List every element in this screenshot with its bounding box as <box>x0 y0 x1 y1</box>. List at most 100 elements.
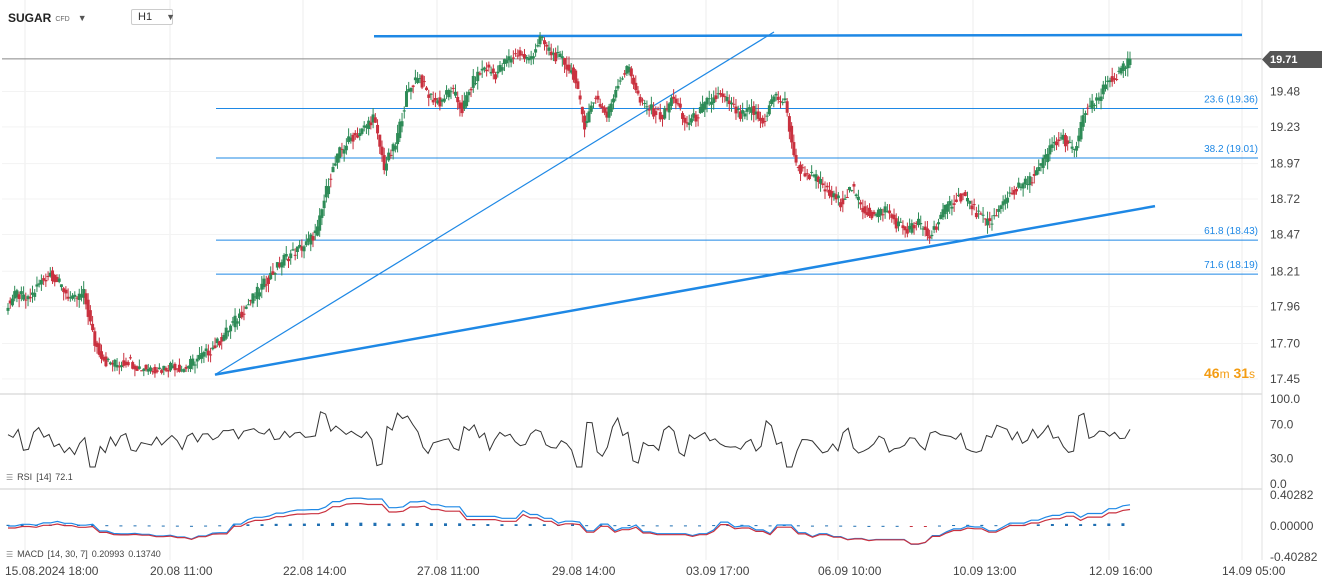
fib-level-label: 61.8 (18.43) <box>1204 226 1258 237</box>
candle-body <box>511 57 515 59</box>
candle-body <box>451 87 455 89</box>
candle-body <box>26 296 30 300</box>
instrument-header[interactable]: SUGAR CFD ▼ <box>8 8 87 28</box>
trend-lines[interactable] <box>214 31 1243 376</box>
candle-body <box>600 106 604 109</box>
candle-body <box>534 49 538 53</box>
timeframe-value: H1 <box>138 11 153 23</box>
candle-body <box>240 311 244 318</box>
panel-separators[interactable] <box>0 0 1263 560</box>
candle-body <box>287 258 290 262</box>
macd-histogram-bar <box>627 524 631 526</box>
chevron-down-icon[interactable]: ▼ <box>77 13 87 23</box>
candle-body <box>460 102 464 114</box>
candle-body <box>1088 105 1092 107</box>
candle-body <box>1072 148 1076 150</box>
candle-body <box>55 276 59 283</box>
candle-body <box>42 278 46 281</box>
candle-body <box>968 200 972 204</box>
candle-body <box>431 99 435 103</box>
candle-body <box>266 277 270 284</box>
candle-body <box>358 133 362 137</box>
candle-body <box>821 183 825 186</box>
time-tick-label: 22.08 14:00 <box>283 564 347 578</box>
candle-body <box>482 67 486 70</box>
candle-body <box>429 93 433 95</box>
candle-body <box>583 115 587 130</box>
vertical-gridlines <box>2 0 1258 560</box>
candle-body <box>433 97 437 101</box>
candle-body <box>623 73 627 75</box>
candle-body <box>120 365 124 368</box>
indicator-menu-icon[interactable]: ☰ <box>6 472 14 482</box>
symbol-name[interactable]: SUGAR <box>8 11 52 25</box>
candle-body <box>322 200 326 209</box>
candle-body <box>373 117 377 123</box>
candle-body <box>275 262 279 268</box>
candle-body <box>249 300 253 302</box>
candle-body <box>411 85 415 88</box>
macd-histogram-bar <box>133 525 137 527</box>
macd-legend[interactable]: ☰ MACD [14, 30, 7] 0.20993 0.13740 <box>6 549 161 559</box>
candle-body <box>255 286 259 300</box>
candle-body <box>1030 182 1034 184</box>
candle-body <box>84 293 88 305</box>
support-trendline <box>214 204 1156 376</box>
candle-body <box>449 91 453 93</box>
candle-body <box>571 67 575 80</box>
macd-histogram-bar <box>937 525 941 527</box>
macd-histogram-bar <box>232 524 236 526</box>
macd-histogram-bar <box>514 524 518 526</box>
macd-histogram-bar <box>754 525 758 527</box>
candle-body <box>607 106 611 118</box>
candle-body <box>591 102 595 104</box>
candle-body <box>191 358 195 366</box>
macd-histogram-bar <box>302 523 306 526</box>
candle-body <box>547 47 551 51</box>
candle-body <box>974 212 978 218</box>
candle-body <box>416 78 420 83</box>
candle-body <box>640 99 644 101</box>
candle-body <box>88 310 92 322</box>
candle-body <box>970 205 974 210</box>
candle-body <box>792 142 796 156</box>
candle-body <box>106 358 110 360</box>
timeframe-select[interactable]: H1 ▼ <box>131 9 175 25</box>
price-axis: 19.48 19.23 18.97 18.72 18.47 18.21 17.96 17.70… <box>1270 84 1300 385</box>
macd-histogram-bar <box>429 523 433 526</box>
candle-body <box>1061 134 1065 140</box>
candle-body <box>382 155 386 171</box>
candle-body <box>1012 189 1016 195</box>
macd-tick-label: -0.40282 <box>1270 550 1318 564</box>
candle-body <box>596 95 600 100</box>
candle-body <box>654 111 658 116</box>
indicator-menu-icon[interactable]: ☰ <box>6 549 14 559</box>
time-tick-label: 27.08 11:00 <box>417 564 480 578</box>
candle-body <box>157 367 161 370</box>
candle-body <box>253 296 257 298</box>
candle-body <box>75 297 79 299</box>
rsi-legend[interactable]: ☰ RSI [14] 72.1 <box>6 472 73 482</box>
candle-body <box>369 122 373 126</box>
candle-body <box>885 210 889 212</box>
candle-body <box>598 104 602 107</box>
macd-histogram-bar <box>881 525 885 527</box>
candle-body <box>6 307 10 311</box>
candle-body <box>734 106 738 114</box>
candle-body <box>689 118 693 123</box>
price-tick-label: 19.23 <box>1270 120 1300 134</box>
macd-histogram-bar <box>810 525 814 527</box>
candle-body <box>774 93 778 96</box>
candlestick-series <box>6 32 1132 378</box>
candle-body <box>910 223 914 233</box>
macd-histogram-bar <box>712 525 716 527</box>
candle-body <box>536 45 540 47</box>
candle-body <box>1068 142 1072 144</box>
candle-body <box>173 363 177 371</box>
candle-body <box>692 113 696 118</box>
fib-level-label: 71.6 (18.19) <box>1204 260 1258 271</box>
macd-histogram-bar <box>189 525 193 527</box>
candle-body <box>491 68 495 74</box>
candle-body <box>870 211 874 219</box>
